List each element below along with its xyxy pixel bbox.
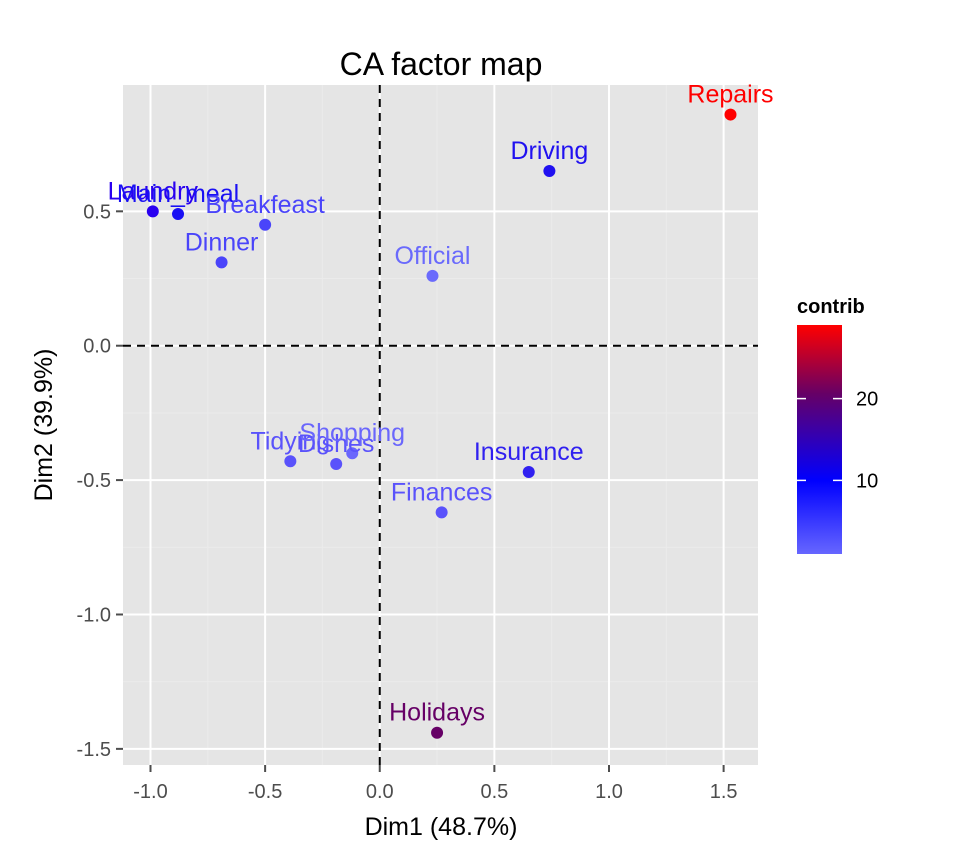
y-tick-label: 0.0 [83,336,111,358]
point-label: Insurance [474,438,584,466]
data-point [146,205,159,218]
y-tick-label: -0.5 [77,470,111,492]
data-point [431,726,444,739]
x-tick-label: 0.0 [366,781,394,803]
point-label: Dinner [185,228,259,256]
x-tick-label: 0.5 [480,781,508,803]
point-label: Official [394,242,470,270]
data-point [284,455,297,468]
data-point [543,165,556,178]
x-axis-title: Dim1 (48.7%) [365,813,518,841]
legend-colorbar [797,325,842,554]
data-point [522,466,535,479]
y-tick-label: -1.5 [77,739,111,761]
point-label: Finances [391,478,492,506]
x-axis-ticks: -1.0 -0.5 0.0 0.5 1.0 1.5 [133,765,738,803]
data-point [259,218,272,231]
point-label: Main_meal [117,180,239,208]
plot-panel [123,85,758,765]
data-point [435,506,448,519]
point-label: Breakfeast [205,191,325,219]
data-points [146,108,737,739]
y-axis-title: Dim2 (39.9%) [30,349,58,502]
point-label: Repairs [687,81,773,109]
x-tick-label: -0.5 [248,781,282,803]
data-point [724,108,737,121]
grid-lines [123,85,758,765]
point-label: Shopping [299,419,405,447]
data-point [426,269,439,282]
x-tick-label: 1.0 [595,781,623,803]
point-label: Driving [510,137,588,165]
data-point [330,457,343,470]
x-tick-label: -1.0 [133,781,167,803]
y-axis-ticks: 0.5 0.0 -0.5 -1.0 -1.5 [77,201,123,761]
chart-title: CA factor map [340,46,543,82]
point-label: Tidying [251,427,331,455]
data-point [346,447,359,460]
point-label: Holidays [389,699,485,727]
data-point [172,208,185,221]
y-tick-label: -1.0 [77,604,111,626]
data-point [215,256,228,269]
legend-tick-label: 10 [856,470,878,492]
legend-tick-label: 20 [856,389,878,411]
point-label: Laundry [108,177,199,205]
y-tick-label: 0.5 [83,201,111,223]
point-label: Dishes [298,430,374,458]
legend-title: contrib [797,296,865,318]
x-tick-label: 1.5 [710,781,738,803]
reference-lines [123,85,758,765]
